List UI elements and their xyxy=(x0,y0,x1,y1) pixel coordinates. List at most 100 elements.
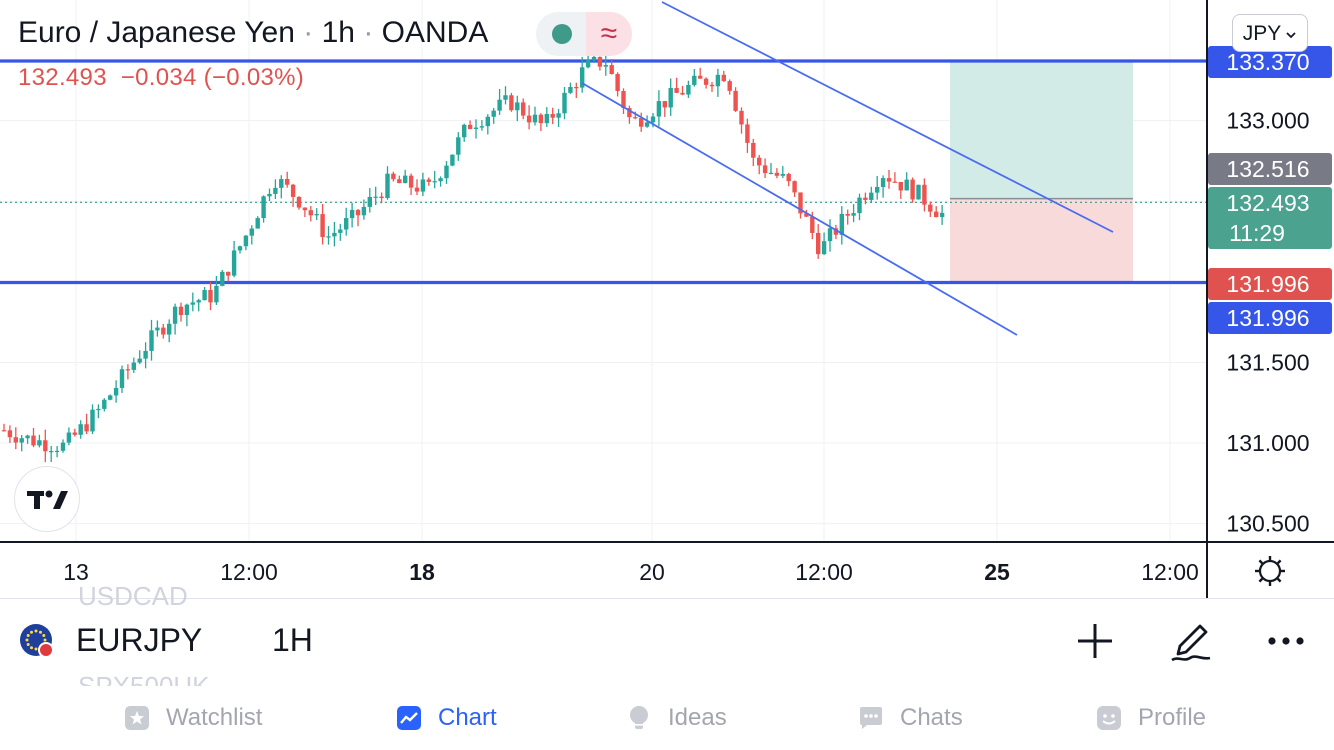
candle-body xyxy=(84,424,89,432)
candle-body xyxy=(90,409,95,432)
gear-icon[interactable] xyxy=(1255,556,1285,586)
candle-body xyxy=(54,450,60,453)
candle-body xyxy=(869,192,874,200)
timeframe-selector[interactable]: 1H xyxy=(272,622,313,658)
candle-body xyxy=(591,56,597,61)
price-tick-label: 133.000 xyxy=(1226,108,1309,134)
candle-body xyxy=(285,179,290,185)
stop-zone xyxy=(950,198,1133,283)
candle-body xyxy=(267,193,272,197)
candle-body xyxy=(72,432,77,435)
candle-body xyxy=(792,181,797,193)
candle-body xyxy=(757,157,762,166)
candle-body xyxy=(338,229,343,233)
price-axis-label-text: 133.370 xyxy=(1226,49,1309,75)
candle-body xyxy=(668,88,673,108)
more-button[interactable] xyxy=(1264,618,1310,664)
drawing-tools-button[interactable] xyxy=(1168,618,1214,664)
candlestick-series xyxy=(1,53,945,463)
chevron-down-icon xyxy=(1286,32,1296,39)
add-button[interactable] xyxy=(1072,618,1118,664)
tradingview-logo[interactable] xyxy=(14,466,80,532)
candle-body xyxy=(60,442,66,451)
candle-body xyxy=(320,214,325,238)
candle-body xyxy=(373,196,378,198)
candle-body xyxy=(66,432,72,443)
tradingview-logo-icon xyxy=(27,490,68,509)
time-tick-label: 18 xyxy=(409,559,435,585)
candle-body xyxy=(639,118,644,127)
candle-body xyxy=(597,56,603,67)
candle-body xyxy=(462,124,467,138)
horizontal-lines xyxy=(0,59,1207,285)
candle-body xyxy=(733,90,738,111)
candle-body xyxy=(910,179,915,200)
ghost-symbol-prev: USDCAD xyxy=(78,581,188,611)
price-axis: 133.000132.500131.500131.000130.500133.3… xyxy=(1206,0,1334,598)
candle-body xyxy=(25,435,30,439)
countdown-label: 11:29 xyxy=(1229,220,1285,246)
candle-body xyxy=(568,87,573,93)
nav-chats[interactable]: Chats xyxy=(858,686,963,750)
interval-label: 1h xyxy=(321,16,355,49)
candle-body xyxy=(751,142,756,158)
candle-body xyxy=(155,327,160,331)
profile-icon xyxy=(1097,706,1121,730)
time-axis: 13 12:00 18 20 12:00 25 12:00 xyxy=(0,541,1334,586)
candle-body xyxy=(768,172,774,175)
candle-body xyxy=(161,327,166,335)
symbol-legend-title[interactable]: Euro / Japanese Yen · 1h · OANDA xyxy=(18,16,488,50)
price-change-pct: (−0.03%) xyxy=(203,64,305,91)
nav-ideas[interactable]: Ideas xyxy=(626,686,727,750)
price-chart[interactable]: 133.000132.500131.500131.000130.500133.3… xyxy=(0,0,1334,598)
candle-body xyxy=(485,116,490,127)
candle-body xyxy=(31,435,36,446)
nav-label: Chats xyxy=(900,704,963,731)
candle-body xyxy=(296,196,302,208)
price-tick-label: 130.500 xyxy=(1226,511,1309,537)
time-tick-label: 12:00 xyxy=(1141,559,1199,585)
candle-body xyxy=(143,350,148,359)
nav-profile[interactable]: Profile xyxy=(1096,686,1206,750)
time-tick-label: 13 xyxy=(63,559,89,585)
price-axis-label xyxy=(1208,302,1332,334)
nav-chart[interactable]: Chart xyxy=(396,686,497,750)
legend-price-change: 132.493 −0.034 (−0.03%) xyxy=(18,64,304,92)
candle-body xyxy=(562,92,567,114)
candle-body xyxy=(550,114,555,118)
candle-body xyxy=(898,181,903,191)
candle-body xyxy=(37,440,42,446)
candle-body xyxy=(456,137,461,155)
candle-body xyxy=(119,369,125,388)
candle-body xyxy=(810,216,815,233)
candle-body xyxy=(279,179,284,188)
candle-body xyxy=(892,181,898,183)
currency-label: JPY xyxy=(1242,22,1282,45)
candle-body xyxy=(444,165,449,179)
pencil-icon xyxy=(1171,624,1211,662)
star-icon xyxy=(125,706,149,730)
candle-body xyxy=(450,154,455,166)
candle-body xyxy=(190,302,195,305)
nav-watchlist[interactable]: Watchlist xyxy=(124,686,262,750)
candle-body xyxy=(149,330,154,351)
candle-body xyxy=(521,102,526,116)
candle-body xyxy=(131,362,136,370)
price-axis-label xyxy=(1208,46,1332,78)
status-pill[interactable]: ≈ xyxy=(536,12,632,56)
currency-selector[interactable]: JPY xyxy=(1232,14,1308,52)
candle-body xyxy=(721,74,726,82)
candle-body xyxy=(833,228,839,235)
candle-body xyxy=(184,304,190,316)
candle-body xyxy=(680,92,685,95)
candle-body xyxy=(615,74,620,92)
candle-body xyxy=(231,250,237,276)
candle-body xyxy=(544,114,549,124)
symbol-name[interactable]: EURJPY xyxy=(76,622,203,658)
plus-icon xyxy=(1078,624,1112,658)
candle-body xyxy=(727,81,732,91)
candle-body xyxy=(526,115,532,123)
time-tick-label: 12:00 xyxy=(220,559,278,585)
candle-body xyxy=(196,300,201,303)
candle-body xyxy=(261,196,266,219)
